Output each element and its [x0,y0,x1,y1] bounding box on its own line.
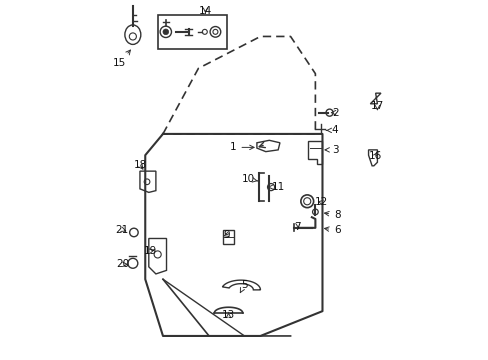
Polygon shape [369,93,380,104]
Text: 7: 7 [293,222,300,232]
Text: 17: 17 [370,100,383,111]
Polygon shape [148,238,166,274]
Polygon shape [256,140,279,152]
Polygon shape [222,280,260,290]
Text: 4: 4 [325,125,338,135]
Text: 18: 18 [133,160,146,170]
Text: 3: 3 [325,145,338,155]
Polygon shape [307,141,322,164]
Text: 12: 12 [314,197,328,207]
Text: 14: 14 [199,5,212,15]
Text: 2: 2 [331,108,338,118]
Text: 21: 21 [115,225,128,235]
Text: 10: 10 [241,174,257,184]
Circle shape [163,29,168,35]
Text: 19: 19 [143,246,157,256]
Text: 1: 1 [229,143,254,152]
Text: 15: 15 [113,50,130,68]
Text: 6: 6 [324,225,340,235]
Text: 16: 16 [368,151,382,161]
FancyBboxPatch shape [157,15,226,49]
Polygon shape [368,150,377,166]
Text: 20: 20 [117,259,130,269]
Text: 9: 9 [223,230,230,240]
Text: 13: 13 [222,310,235,320]
Text: 8: 8 [324,210,340,220]
Text: 11: 11 [268,182,284,192]
Polygon shape [140,171,156,192]
Polygon shape [223,230,233,244]
Text: 5: 5 [240,280,247,293]
